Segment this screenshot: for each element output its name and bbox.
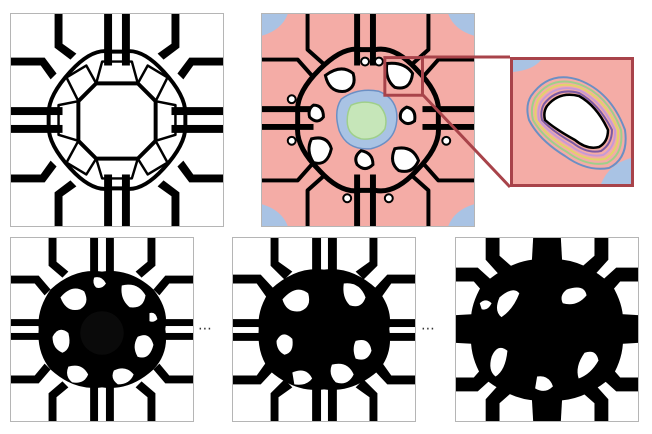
panel-optimized-step-2 <box>232 237 416 422</box>
level-set-field-graphic <box>262 14 474 226</box>
optimized-step-1-graphic <box>11 238 193 421</box>
panel-optimized-final <box>455 237 639 422</box>
panel-optimized-step-1 <box>10 237 194 422</box>
inset-zoom-graphic <box>513 60 631 184</box>
panel-structure-outline <box>10 13 224 227</box>
optimized-final-graphic <box>456 238 638 421</box>
separator-dots-1: ⋯ <box>198 322 213 336</box>
structure-outline-graphic <box>11 14 223 226</box>
optimized-step-2-graphic <box>233 238 415 421</box>
separator-dots-2: ⋯ <box>421 322 436 336</box>
panel-level-set-field <box>261 13 475 227</box>
panel-inset-zoom <box>510 57 634 187</box>
